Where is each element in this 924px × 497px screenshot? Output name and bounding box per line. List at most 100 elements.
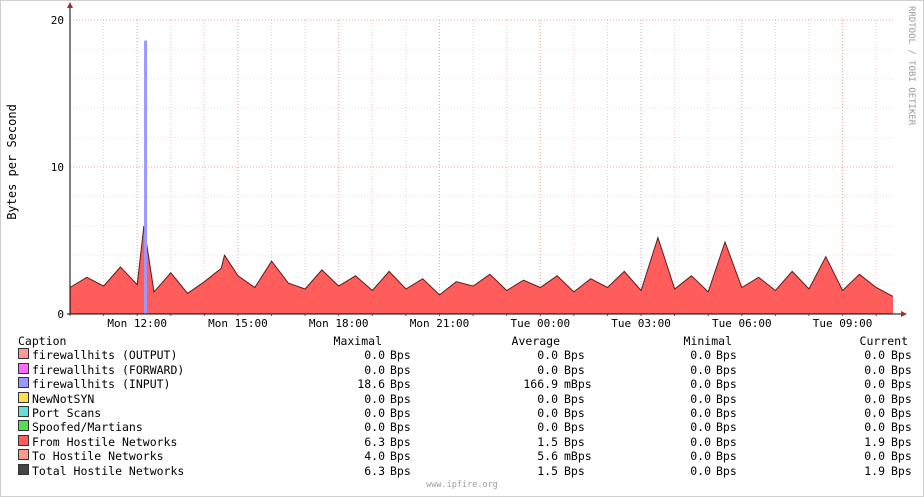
legend-avg-unit: Bps xyxy=(564,362,585,377)
legend-caption: Port Scans xyxy=(32,405,102,420)
legend-max: 0.0 xyxy=(364,362,385,377)
legend-row: NewNotSYN 0.0 Bps 0.0 Bps 0.0 Bps 0.0 Bps xyxy=(18,391,912,406)
legend-min-unit: Bps xyxy=(716,463,737,478)
footer-url: www.ipfire.org xyxy=(426,480,498,490)
x-tick-label: Tue 09:00 xyxy=(813,317,873,330)
legend-max-unit: Bps xyxy=(390,348,411,363)
legend-min-unit: Bps xyxy=(716,405,737,420)
legend-swatch xyxy=(18,449,29,461)
legend-max: 4.0 xyxy=(364,449,385,464)
legend-row: From Hostile Networks 6.3 Bps 1.5 Bps 0.0 Bps 1… xyxy=(18,434,912,449)
legend-rows: firewallhits (OUTPUT) 0.0 Bps 0.0 Bps 0.0 Bps 0… xyxy=(18,348,912,478)
legend-avg: 166.9 xyxy=(523,377,558,392)
legend-min-unit: Bps xyxy=(716,377,737,392)
legend-max-unit: Bps xyxy=(390,420,411,435)
legend-avg: 1.5 xyxy=(537,463,558,478)
legend-caption: NewNotSYN xyxy=(32,391,95,406)
chart-grid xyxy=(69,19,893,315)
legend-cur: 0.0 xyxy=(864,405,885,420)
legend-cur: 0.0 xyxy=(864,348,885,363)
legend-min: 0.0 xyxy=(690,405,711,420)
x-tick-label: Mon 18:00 xyxy=(309,317,369,330)
legend-header-cur: Current xyxy=(859,334,908,348)
legend-header-max: Maximal xyxy=(333,334,382,348)
y-tick-label: 20 xyxy=(51,14,64,27)
legend-cur: 0.0 xyxy=(864,420,885,435)
legend-max-unit: Bps xyxy=(390,362,411,377)
legend-min-unit: Bps xyxy=(716,348,737,363)
legend-min: 0.0 xyxy=(690,391,711,406)
legend-avg-unit: Bps xyxy=(564,391,585,406)
legend-swatch xyxy=(18,348,29,360)
legend-max-unit: Bps xyxy=(390,405,411,420)
legend-cur-unit: Bps xyxy=(891,362,912,377)
legend-avg-unit: Bps xyxy=(564,405,585,420)
legend-max: 0.0 xyxy=(364,391,385,406)
chart-axes xyxy=(67,2,907,317)
legend-avg-unit: mBps xyxy=(564,449,592,464)
legend-min: 0.0 xyxy=(690,449,711,464)
legend-max-unit: Bps xyxy=(390,449,411,464)
legend-swatch xyxy=(18,377,29,389)
legend-cur: 1.9 xyxy=(864,463,885,478)
series-line-total-hostile xyxy=(69,225,894,297)
legend-max-unit: Bps xyxy=(390,391,411,406)
x-axis-arrow xyxy=(901,311,907,317)
legend-max: 6.3 xyxy=(364,434,385,449)
series-spike-input xyxy=(144,40,148,315)
legend-avg-unit: mBps xyxy=(564,377,592,392)
legend-min-unit: Bps xyxy=(716,420,737,435)
legend-header-avg: Average xyxy=(511,334,560,348)
legend-cur-unit: Bps xyxy=(891,420,912,435)
legend-swatch xyxy=(18,434,29,446)
legend-row: Port Scans 0.0 Bps 0.0 Bps 0.0 Bps 0.0 Bps xyxy=(18,405,912,420)
y-tick-label: 10 xyxy=(51,161,64,174)
legend-min-unit: Bps xyxy=(716,434,737,449)
legend-row: firewallhits (FORWARD) 0.0 Bps 0.0 Bps 0.0 Bps… xyxy=(18,362,912,377)
legend-swatch xyxy=(18,405,29,417)
legend-cur: 0.0 xyxy=(864,449,885,464)
legend-caption: Spoofed/Martians xyxy=(32,420,143,435)
y-axis-arrow xyxy=(67,2,73,8)
legend-min: 0.0 xyxy=(690,463,711,478)
legend-avg: 0.0 xyxy=(537,420,558,435)
legend-avg: 0.0 xyxy=(537,405,558,420)
legend-row: To Hostile Networks 4.0 Bps 5.6 mBps 0.0 Bps 0.… xyxy=(18,449,912,464)
y-axis-label: Bytes per Second xyxy=(5,104,19,220)
legend-max-unit: Bps xyxy=(390,463,411,478)
legend-row: firewallhits (OUTPUT) 0.0 Bps 0.0 Bps 0.0 Bps 0… xyxy=(18,348,912,363)
legend-max: 18.6 xyxy=(357,377,385,392)
legend-min-unit: Bps xyxy=(716,449,737,464)
legend-caption: firewallhits (FORWARD) xyxy=(32,362,185,377)
legend-caption: firewallhits (OUTPUT) xyxy=(32,348,178,363)
legend-min-unit: Bps xyxy=(716,391,737,406)
legend-max: 0.0 xyxy=(364,405,385,420)
legend-swatch xyxy=(18,362,29,374)
legend-avg: 0.0 xyxy=(537,362,558,377)
legend-cur-unit: Bps xyxy=(891,463,912,478)
legend-max-unit: Bps xyxy=(390,434,411,449)
legend-min: 0.0 xyxy=(690,420,711,435)
legend-caption: firewallhits (INPUT) xyxy=(32,377,171,392)
legend-swatch xyxy=(18,420,29,432)
x-tick-labels: Mon 12:00 Mon 15:00 Mon 18:00 Mon 21:00 Tue … xyxy=(107,317,872,330)
legend-avg-unit: Bps xyxy=(564,348,585,363)
legend-cur: 1.9 xyxy=(864,434,885,449)
legend-cur-unit: Bps xyxy=(891,377,912,392)
legend-max: 0.0 xyxy=(364,420,385,435)
legend-min: 0.0 xyxy=(690,348,711,363)
x-tick-label: Mon 15:00 xyxy=(208,317,268,330)
series-area-from-hostile xyxy=(70,225,893,314)
legend-header-min: Minimal xyxy=(683,334,732,348)
legend-min: 0.0 xyxy=(690,362,711,377)
legend-header-caption: Caption xyxy=(18,334,67,348)
x-tick-label: Tue 03:00 xyxy=(611,317,671,330)
legend-avg-unit: Bps xyxy=(564,463,585,478)
legend-swatch xyxy=(18,391,29,403)
legend-row: Spoofed/Martians 0.0 Bps 0.0 Bps 0.0 Bps 0.0 Bps xyxy=(18,420,912,435)
x-tick-label: Tue 06:00 xyxy=(712,317,772,330)
y-tick-labels: 0 10 20 xyxy=(51,14,64,321)
legend-max-unit: Bps xyxy=(390,377,411,392)
legend-max: 0.0 xyxy=(364,348,385,363)
